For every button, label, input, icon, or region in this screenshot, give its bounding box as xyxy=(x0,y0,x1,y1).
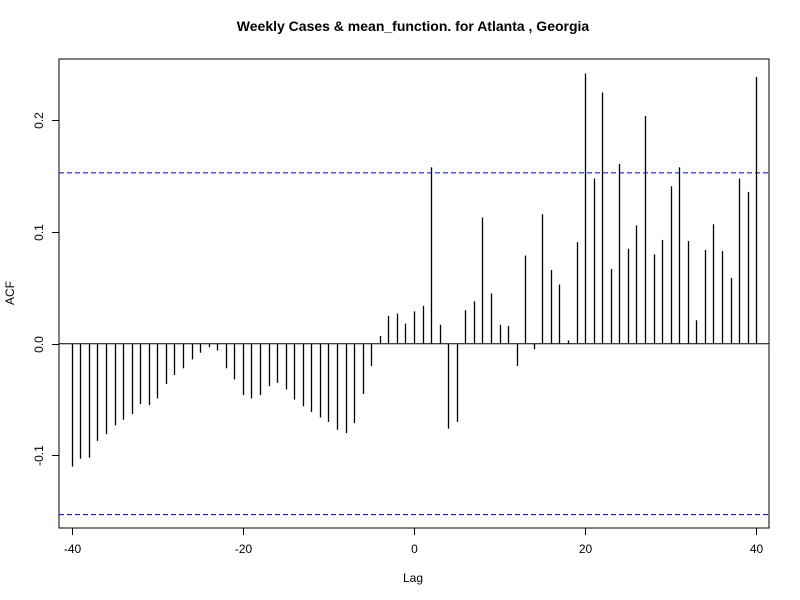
x-tick-label: -20 xyxy=(235,542,253,556)
y-tick-label: -0.1 xyxy=(32,445,46,466)
y-axis-label: ACF xyxy=(3,281,17,305)
x-tick-label: -40 xyxy=(64,542,82,556)
chart-marks xyxy=(59,73,769,516)
x-axis-label: Lag xyxy=(403,571,423,585)
x-tick-label: 40 xyxy=(750,542,764,556)
y-tick-label: 0.1 xyxy=(32,224,46,241)
chart-ticks: -40 -20 0 20 40 -0.1 0.0 0.1 0.2 xyxy=(32,112,763,556)
y-tick-label: 0.2 xyxy=(32,112,46,129)
y-tick-label: 0.0 xyxy=(32,336,46,353)
chart-title: Weekly Cases & mean_function. for Atlant… xyxy=(237,18,590,34)
x-tick-label: 0 xyxy=(411,542,418,556)
x-tick-label: 20 xyxy=(579,542,593,556)
